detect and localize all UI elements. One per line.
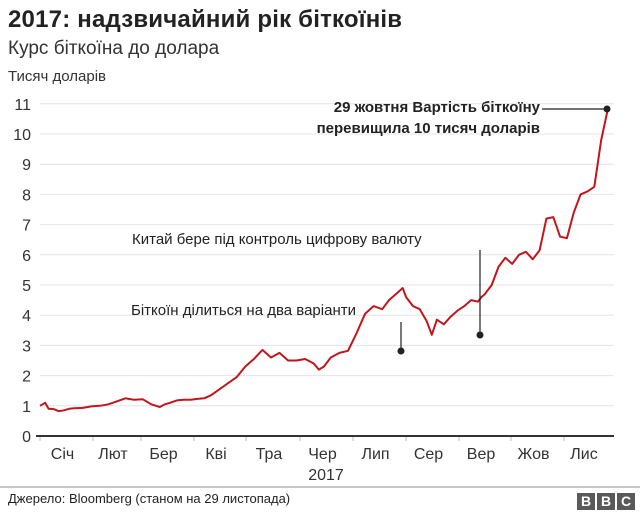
y-tick-label: 10	[13, 127, 31, 144]
y-tick-label: 7	[22, 218, 31, 235]
y-tick-label: 11	[14, 97, 31, 114]
y-tick-label: 4	[22, 308, 31, 325]
line-chart: 0 1 2 3 4 5 6 7 8 9 10 11 Січ Лют Бер Кві Тра Чер Лип Сер В…	[13, 97, 614, 484]
x-tick-label: Лис	[570, 446, 597, 463]
y-tick-label: 8	[22, 187, 31, 204]
annotation-marker-china	[476, 331, 484, 339]
chart-subtitle: Курс біткоїна до долара	[8, 38, 220, 59]
footer-divider	[0, 486, 640, 488]
annotation-fork: Біткоїн ділиться на два варіанти	[131, 302, 356, 319]
annotation-china: Китай бере під контроль цифрову валюту	[132, 231, 422, 248]
x-tick-label: Січ	[51, 446, 74, 463]
x-tick-label: Сер	[414, 446, 443, 463]
x-tick-label: Лют	[98, 446, 128, 463]
x-tick-label: Тра	[256, 446, 283, 463]
bbc-logo-letter: B	[577, 493, 595, 510]
annotation-10k-line1: 29 жовтня Вартість біткоїну	[334, 99, 541, 116]
y-tick-label: 0	[22, 429, 31, 446]
y-tick-label: 3	[22, 338, 31, 355]
gridlines	[40, 103, 614, 407]
x-axis: Січ Лют Бер Кві Тра Чер Лип Сер Вер Жов Лис	[36, 435, 614, 463]
x-tick-label: Бер	[149, 446, 177, 463]
y-tick-label: 2	[22, 369, 31, 386]
bbc-logo: B B C	[577, 493, 635, 510]
y-tick-label: 5	[22, 278, 31, 295]
y-tick-label: 1	[22, 399, 31, 416]
source-note: Джерело: Bloomberg (станом на 29 листопа…	[8, 491, 291, 506]
bbc-logo-letter: C	[617, 493, 635, 510]
annotation-marker-fork	[397, 347, 405, 355]
chart-title: 2017: надзвичайний рік біткоїнів	[8, 6, 403, 33]
bbc-logo-letter: B	[597, 493, 615, 510]
x-tick-label: Чер	[308, 446, 337, 463]
y-tick-label: 9	[22, 157, 31, 174]
y-axis-label: Тисяч доларів	[8, 68, 106, 85]
x-tick-label: Жов	[518, 446, 550, 463]
bitcoin-price-line	[39, 108, 609, 413]
annotation-10k-line2: перевищила 10 тисяч доларів	[317, 120, 540, 137]
annotation-marker-10k	[603, 105, 611, 113]
x-tick-label: Кві	[205, 446, 226, 463]
y-tick-label: 6	[22, 248, 31, 265]
y-axis-ticks: 0 1 2 3 4 5 6 7 8 9 10 11	[13, 97, 31, 446]
x-axis-year-label: 2017	[308, 467, 344, 484]
x-tick-label: Лип	[361, 446, 389, 463]
x-tick-label: Вер	[467, 446, 496, 463]
